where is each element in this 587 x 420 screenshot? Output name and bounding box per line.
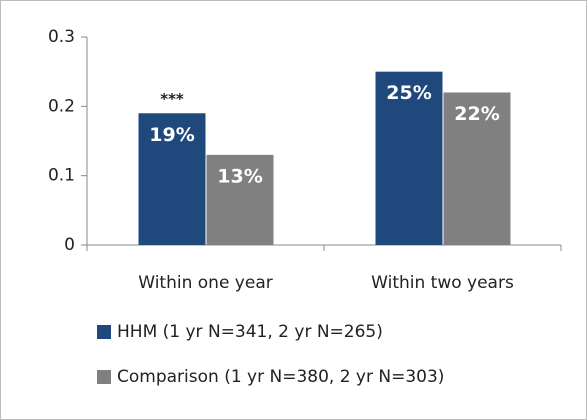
y-tick-label: 0.2 [48, 96, 75, 116]
x-tick-label: Within one year [138, 273, 272, 293]
legend-label: HHM (1 yr N=341, 2 yr N=265) [117, 322, 383, 342]
value-label: 13% [217, 165, 262, 187]
annotation: *** [160, 90, 184, 108]
bar [206, 154, 274, 245]
bar [443, 92, 511, 245]
bar [138, 113, 206, 246]
y-tick-label: 0.3 [48, 27, 75, 47]
y-tick-label: 0.1 [48, 166, 75, 186]
value-label: 19% [149, 124, 194, 146]
legend-swatch [97, 370, 111, 384]
legend-swatch [97, 325, 111, 339]
value-label: 25% [386, 82, 431, 104]
value-label: 22% [454, 103, 499, 125]
x-tick-label: Within two years [371, 273, 514, 293]
legend-label: Comparison (1 yr N=380, 2 yr N=303) [117, 367, 444, 387]
bar [375, 71, 443, 246]
y-tick-label: 0 [64, 235, 75, 255]
